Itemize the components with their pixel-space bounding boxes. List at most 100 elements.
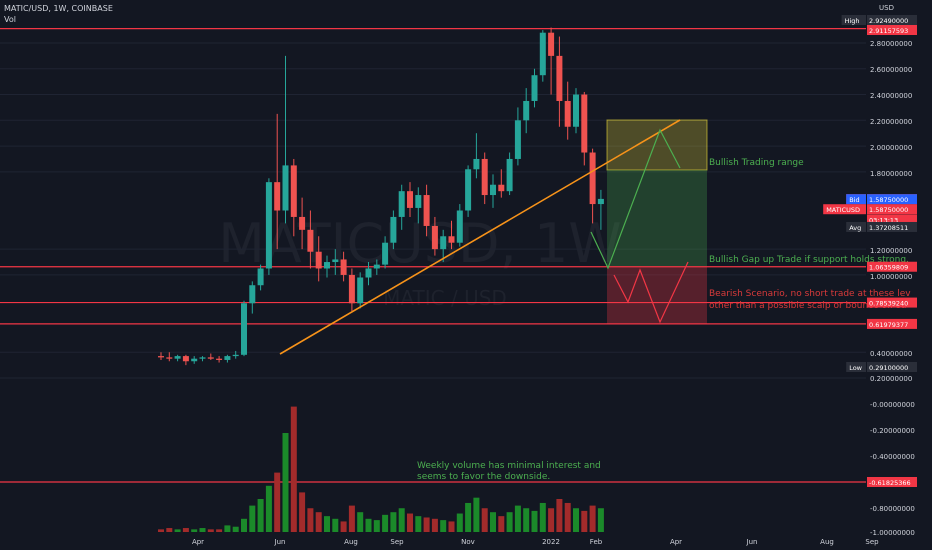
time-axis-label: Jun — [274, 538, 286, 546]
volume-bar — [241, 518, 247, 532]
price-value-badge — [867, 214, 917, 225]
volume-bar — [548, 508, 555, 532]
candle-body — [373, 264, 380, 269]
price-axis-tick: 1.80000000 — [870, 170, 912, 178]
candle-body — [282, 165, 289, 211]
time-axis-label: Apr — [670, 538, 682, 546]
candle-body — [224, 356, 231, 360]
price-axis-tick: 2.60000000 — [870, 66, 912, 74]
candle-body — [539, 32, 546, 76]
price-value-badge — [867, 194, 917, 205]
candle-body — [398, 191, 405, 217]
candle-body — [423, 195, 430, 226]
bullish-range-box — [606, 119, 708, 171]
candle-body — [365, 268, 372, 278]
price-value-badge — [867, 221, 917, 232]
candle-body — [473, 158, 480, 170]
candle-body — [456, 210, 463, 243]
volume-bar — [514, 505, 521, 532]
price-tag-badge — [846, 194, 866, 205]
candle-body — [382, 242, 389, 265]
candle-body — [199, 357, 206, 359]
volume-bar — [274, 472, 281, 532]
volume-bar — [498, 516, 505, 532]
candle-body — [564, 100, 571, 127]
price-value-label: 1.06359809 — [869, 264, 908, 272]
currency-label: USD — [879, 4, 894, 12]
candle-body — [548, 32, 555, 56]
candle-body — [556, 55, 563, 101]
volume-bar — [523, 508, 530, 532]
volume-bar — [166, 528, 173, 532]
volume-axis-tick: -0.20000000 — [870, 427, 915, 435]
volume-bar — [382, 514, 389, 532]
volume-bar — [490, 512, 496, 532]
candle-body — [431, 225, 438, 250]
volume-bar — [556, 499, 563, 532]
price-value-badge — [867, 297, 917, 308]
candle-body — [523, 100, 530, 121]
volume-note-line-1: Weekly volume has minimal interest and — [417, 461, 601, 471]
time-axis-label: Nov — [461, 538, 475, 546]
volume-bar — [158, 529, 164, 532]
time-axis-label: Sep — [865, 538, 879, 546]
price-value-label: -0.61825366 — [869, 479, 911, 487]
price-axis-tick: 1.20000000 — [870, 247, 912, 255]
price-axis-tick: 1.00000000 — [870, 273, 912, 281]
price-value-label: 0.78539240 — [869, 300, 908, 308]
candle-body — [265, 182, 272, 269]
time-axis-label: Jun — [746, 538, 758, 546]
bullish-range-label: Bullish Trading range — [709, 158, 804, 168]
volume-bar — [390, 512, 397, 532]
bearish-scenario-label-1: Bearish Scenario, no short trade at thes… — [709, 289, 911, 299]
volume-bar — [257, 499, 264, 532]
volume-bar — [415, 516, 422, 532]
time-axis-label: Apr — [192, 538, 204, 546]
bearish-projection-path — [613, 261, 689, 324]
volume-bar — [174, 529, 181, 532]
price-tag-label: MATICUSD — [826, 206, 860, 214]
candle-body — [390, 216, 397, 243]
candle-body — [307, 229, 314, 252]
volume-bar — [307, 508, 314, 532]
volume-bar — [473, 497, 480, 532]
volume-bar — [573, 508, 579, 532]
time-axis-label: Feb — [590, 538, 603, 546]
time-axis-label: Aug — [820, 538, 834, 546]
volume-bar — [465, 502, 472, 532]
price-value-badge — [867, 15, 917, 25]
price-value-badge — [867, 362, 917, 372]
volume-bar — [481, 508, 488, 532]
candle-body — [407, 191, 413, 208]
volume-bar — [299, 492, 306, 532]
price-axis-tick: 2.20000000 — [870, 118, 912, 126]
volume-bar — [398, 508, 405, 532]
candle-body — [448, 236, 455, 243]
volume-bar — [597, 508, 604, 532]
price-value-badge — [867, 477, 917, 487]
candle-body — [573, 94, 579, 127]
candle-body — [241, 303, 247, 355]
candle-body — [299, 216, 306, 230]
volume-bar — [456, 513, 463, 532]
watermark-symbol: MATICUSD, 1W — [218, 212, 621, 275]
volume-bar — [191, 529, 198, 532]
candle-body — [589, 152, 596, 205]
candle-body — [498, 184, 505, 192]
price-value-label: 2.92490000 — [869, 17, 908, 25]
candle-body — [581, 94, 588, 153]
volume-indicator-label[interactable]: Vol — [4, 15, 16, 24]
price-tag-label: Avg — [849, 224, 861, 232]
trend-line — [279, 119, 681, 355]
price-tag-label: High — [845, 17, 860, 25]
volume-bar — [265, 485, 272, 532]
volume-bar — [332, 518, 339, 532]
price-value-badge — [867, 318, 917, 329]
candle-body — [324, 262, 330, 269]
price-value-badge — [867, 25, 917, 35]
volume-bar — [506, 512, 513, 532]
volume-bar — [340, 521, 347, 532]
price-axis-tick: 2.80000000 — [870, 40, 912, 48]
price-value-label: 03:13:13 — [869, 217, 898, 225]
